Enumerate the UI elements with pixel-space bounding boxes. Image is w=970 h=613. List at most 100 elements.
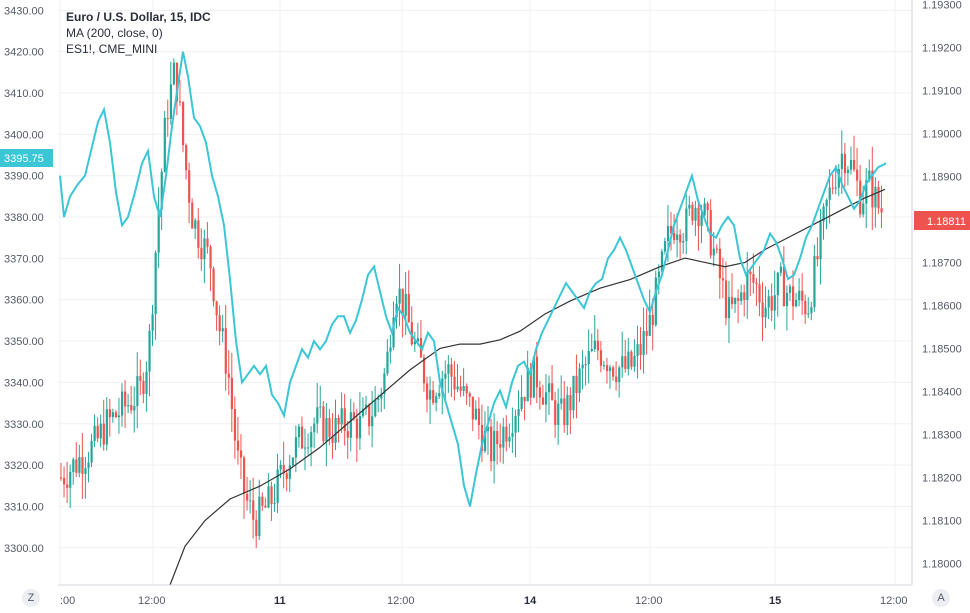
left-axis-tick-label: 3380.00 <box>4 212 44 224</box>
left-axis-tick-label: 3320.00 <box>4 460 44 472</box>
candle-body <box>526 367 529 402</box>
candle-body <box>587 351 590 365</box>
candle-body <box>93 425 96 441</box>
candle-body <box>221 328 224 332</box>
candle-body <box>300 426 304 449</box>
candle-body <box>880 208 883 213</box>
ma-200-line <box>169 188 886 586</box>
candle-body <box>621 356 624 368</box>
candle-body <box>840 153 843 170</box>
candle-body <box>785 292 789 307</box>
candle-body <box>679 234 682 243</box>
right-axis-tick-label: 1.19200 <box>922 42 962 54</box>
candle-body <box>78 457 81 473</box>
left-axis-tick-label: 3330.00 <box>4 419 44 431</box>
candle-body <box>160 171 163 210</box>
chart-legend: Euro / U.S. Dollar, 15, IDC MA (200, clo… <box>66 9 211 57</box>
candle-body <box>157 209 160 253</box>
candle-body <box>322 406 325 442</box>
left-price-badge <box>0 149 53 167</box>
candle-body <box>605 365 609 372</box>
time-axis-tick-label: 11 <box>274 595 286 607</box>
candle-body <box>609 367 612 372</box>
candle-body <box>270 486 273 504</box>
right-axis-tick-label: 1.18200 <box>922 472 962 484</box>
candle-body <box>99 423 102 439</box>
left-axis-tick-label: 3300.00 <box>4 543 44 555</box>
candle-body <box>432 390 435 403</box>
candle-body <box>182 102 185 146</box>
candle-body <box>148 330 151 372</box>
candle-body <box>746 271 749 300</box>
candle-body <box>124 391 127 407</box>
candle-body <box>602 365 606 367</box>
candle-body <box>374 399 377 417</box>
candle-body <box>279 464 282 470</box>
left-axis-tick-label: 3370.00 <box>4 253 44 265</box>
candle-body <box>804 300 807 315</box>
candle-body <box>572 375 575 411</box>
candle-body <box>523 396 526 402</box>
candle-body <box>230 377 233 410</box>
candle-body <box>676 234 679 241</box>
candle-body <box>264 505 267 508</box>
candle-body <box>670 225 673 233</box>
candle-body <box>724 280 728 319</box>
candle-body <box>819 221 822 260</box>
candle-body <box>801 290 804 301</box>
candle-body <box>386 351 389 374</box>
left-axis-tick-label: 3340.00 <box>4 377 44 389</box>
candle-body <box>624 356 627 369</box>
candle-body <box>121 391 124 416</box>
candle-body <box>868 170 871 181</box>
candle-body <box>102 423 105 445</box>
candle-body <box>682 241 685 243</box>
right-axis-ticks: 1.18000 1.18100 1.18200 1.18300 1.18400 1.185… <box>922 0 962 570</box>
candle-body <box>72 459 75 472</box>
candle-body <box>313 423 316 433</box>
candle-body <box>462 386 465 392</box>
right-axis-tick-label: 1.19000 <box>922 128 962 140</box>
candle-body <box>731 297 734 305</box>
time-axis-tick-label: 12:00 <box>138 595 166 607</box>
candle-body <box>660 251 664 272</box>
candle-body <box>456 386 459 390</box>
candlestick-series <box>60 58 883 549</box>
candle-body <box>651 314 654 326</box>
candle-body <box>188 170 191 203</box>
candle-body <box>480 424 484 451</box>
candle-body <box>566 395 569 426</box>
candle-body <box>81 457 84 474</box>
candle-body <box>114 412 118 418</box>
legend-symbol-title[interactable]: Euro / U.S. Dollar, 15, IDC <box>66 10 211 24</box>
candle-body <box>593 340 596 350</box>
candle-body <box>761 302 764 318</box>
candle-body <box>740 292 743 301</box>
candle-body <box>404 293 407 316</box>
candle-body <box>127 405 130 407</box>
candle-body <box>788 286 792 293</box>
candle-body <box>828 187 831 200</box>
auto-scale-button[interactable]: A <box>932 589 950 607</box>
candle-body <box>273 502 276 504</box>
candle-body <box>477 408 481 425</box>
candle-body <box>560 398 563 404</box>
candle-body <box>871 170 874 208</box>
candle-body <box>255 519 258 536</box>
candle-body <box>639 344 642 355</box>
candle-body <box>194 220 197 229</box>
candle-body <box>319 406 322 408</box>
candle-body <box>392 317 395 348</box>
legend-compare-symbol[interactable]: ES1!, CME_MINI <box>66 42 158 56</box>
candle-body <box>410 322 413 345</box>
candle-body <box>87 462 90 469</box>
candle-body <box>75 459 78 473</box>
candle-body <box>618 367 621 383</box>
candle-body <box>511 432 514 437</box>
candle-body <box>297 426 301 438</box>
legend-ma-indicator[interactable]: MA (200, close, 0) <box>66 26 163 40</box>
right-axis-tick-label: 1.19300 <box>922 0 962 11</box>
zoom-reset-button[interactable]: Z <box>22 589 40 607</box>
candle-body <box>496 430 499 445</box>
